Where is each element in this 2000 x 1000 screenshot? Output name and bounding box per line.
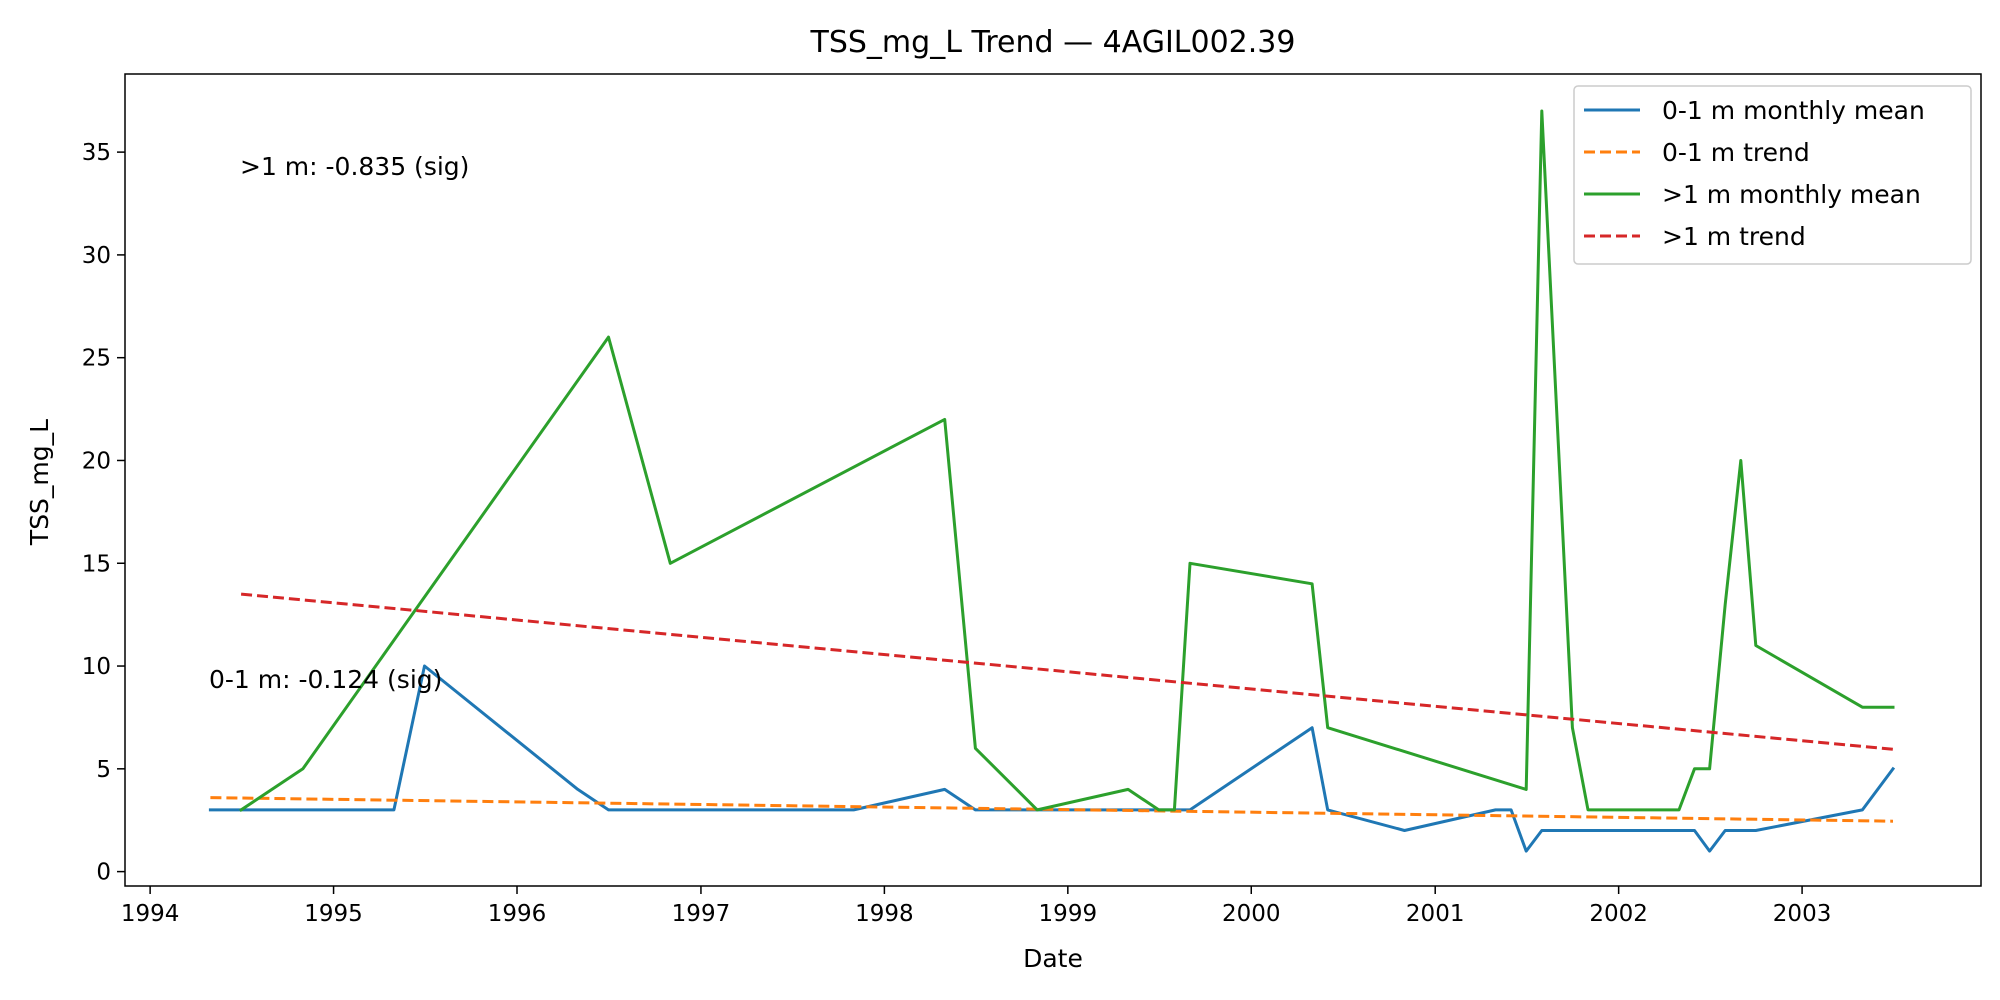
x-tick-label-1996: 1996 xyxy=(488,901,547,927)
x-axis-ticks: 1994 1995 1996 1997 1998 1999 2000 2001 2002 2003 xyxy=(121,886,1832,927)
x-tick-label-1999: 1999 xyxy=(1039,901,1098,927)
y-axis-ticks: 0 5 10 15 20 25 30 35 xyxy=(82,140,125,886)
x-tick-label-1995: 1995 xyxy=(304,901,363,927)
y-axis-label: TSS_mg_L xyxy=(25,419,54,546)
series-layer xyxy=(208,109,1896,853)
x-tick-label-2003: 2003 xyxy=(1773,901,1832,927)
y-tick-label-5: 5 xyxy=(96,757,111,783)
legend-label-gt1-m-monthly-mean: >1 m monthly mean xyxy=(1662,180,1921,209)
y-tick-label-15: 15 xyxy=(82,551,111,577)
x-tick-label-1994: 1994 xyxy=(121,901,180,927)
y-tick-label-0: 0 xyxy=(96,860,111,886)
chart-title: TSS_mg_L Trend — 4AGIL002.39 xyxy=(810,25,1296,60)
y-tick-label-20: 20 xyxy=(82,448,111,474)
annotation-0-1m-slope: 0-1 m: -0.124 (sig) xyxy=(209,665,442,694)
x-tick-label-2001: 2001 xyxy=(1406,901,1465,927)
x-axis-label: Date xyxy=(1023,944,1083,973)
x-tick-label-2002: 2002 xyxy=(1589,901,1648,927)
y-tick-label-35: 35 xyxy=(82,140,111,166)
legend: 0-1 m monthly mean 0-1 m trend >1 m monthl… xyxy=(1573,85,1972,265)
legend-label-0-1-m-trend: 0-1 m trend xyxy=(1662,138,1810,167)
y-tick-label-30: 30 xyxy=(82,243,111,269)
y-tick-label-25: 25 xyxy=(82,346,111,372)
legend-label-gt1-m-trend: >1 m trend xyxy=(1662,222,1806,251)
legend-label-0-1-m-monthly-mean: 0-1 m monthly mean xyxy=(1662,96,1925,125)
x-tick-label-1998: 1998 xyxy=(855,901,914,927)
y-tick-label-10: 10 xyxy=(82,654,111,680)
series-0-1-m-trend xyxy=(210,796,1894,823)
x-tick-label-2000: 2000 xyxy=(1222,901,1281,927)
x-tick-label-1997: 1997 xyxy=(672,901,731,927)
series-gt1-m-trend xyxy=(240,592,1894,751)
series-gt1-m-monthly-mean xyxy=(239,109,1895,812)
legend-box xyxy=(1573,85,1972,265)
plot-frame xyxy=(124,73,1982,887)
annotation-gt1m-slope: >1 m: -0.835 (sig) xyxy=(240,152,469,181)
